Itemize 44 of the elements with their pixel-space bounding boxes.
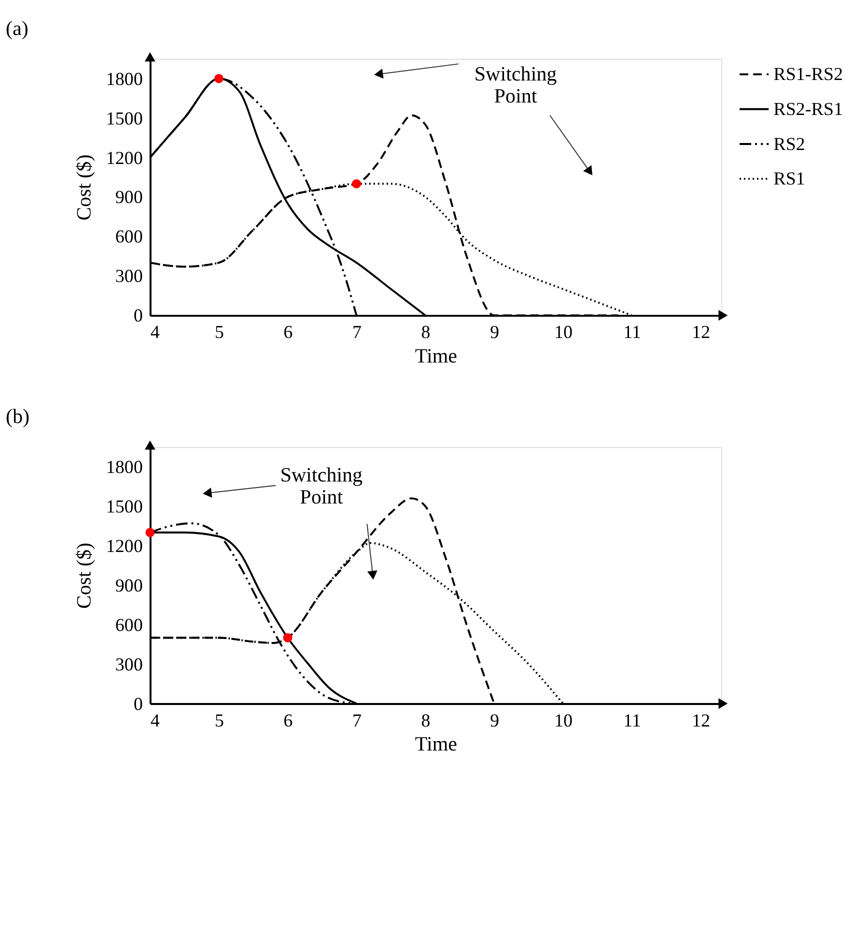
x-tick-label: 7	[352, 710, 362, 730]
y-tick-label: 1800	[106, 68, 143, 89]
y-tick-label: 1800	[106, 457, 143, 478]
y-tick-label: 300	[115, 654, 143, 674]
x-tick-label: 12	[692, 322, 710, 342]
annotation: Switching Point	[280, 464, 363, 509]
y-tick-label: 0	[134, 306, 143, 326]
y-axis-title: Cost ($)	[74, 154, 96, 221]
x-tick-label: 10	[554, 710, 573, 730]
legend-label: RS1-RS2	[773, 64, 843, 84]
x-tick-label: 11	[623, 322, 642, 342]
x-axis-title: Time	[415, 733, 458, 756]
y-tick-label: 600	[115, 226, 143, 247]
y-tick-label: 900	[115, 575, 143, 596]
x-tick-label: 7	[352, 322, 362, 342]
chart-title: (b)	[6, 406, 30, 428]
annotation: Switching Point	[474, 63, 557, 108]
x-tick-label: 12	[692, 710, 710, 730]
y-tick-label: 1500	[106, 496, 143, 516]
legend-label: RS1	[773, 168, 806, 189]
x-tick-label: 4	[150, 710, 160, 730]
x-tick-label: 5	[214, 710, 224, 730]
x-tick-label: 9	[490, 710, 500, 730]
chart-title: (a)	[6, 18, 28, 40]
y-axis-title: Cost ($)	[74, 542, 96, 609]
x-tick-label: 4	[150, 322, 160, 342]
legend-label: RS2	[773, 134, 806, 154]
legend-label: RS2-RS1	[773, 98, 843, 119]
x-tick-label: 6	[284, 710, 293, 730]
x-tick-label: 8	[421, 322, 430, 342]
x-tick-label: 9	[490, 322, 500, 342]
x-axis-title: Time	[415, 345, 458, 368]
y-tick-label: 1200	[106, 536, 143, 556]
y-tick-label: 900	[115, 187, 143, 208]
x-tick-label: 6	[284, 322, 293, 342]
x-tick-label: 8	[421, 710, 430, 730]
x-tick-label: 5	[214, 322, 224, 342]
y-tick-label: 0	[134, 694, 143, 714]
y-tick-label: 1200	[106, 148, 143, 168]
y-tick-label: 600	[115, 614, 143, 635]
x-tick-label: 10	[554, 322, 573, 342]
x-tick-label: 11	[623, 710, 642, 730]
y-tick-label: 1500	[106, 108, 143, 128]
y-tick-label: 300	[115, 266, 143, 286]
